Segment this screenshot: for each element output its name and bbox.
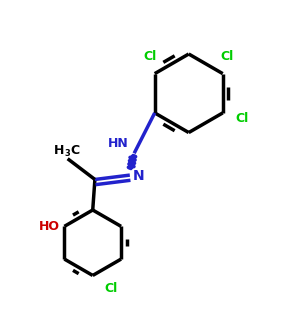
- Text: C: C: [70, 144, 80, 157]
- Text: Cl: Cl: [144, 50, 157, 63]
- Text: HO: HO: [39, 220, 60, 233]
- Text: Cl: Cl: [236, 112, 249, 125]
- Text: H: H: [54, 144, 64, 157]
- Text: Cl: Cl: [105, 282, 118, 295]
- Text: N: N: [133, 169, 145, 183]
- Text: 3: 3: [64, 149, 70, 158]
- Text: HN: HN: [107, 137, 128, 150]
- Text: Cl: Cl: [220, 50, 234, 63]
